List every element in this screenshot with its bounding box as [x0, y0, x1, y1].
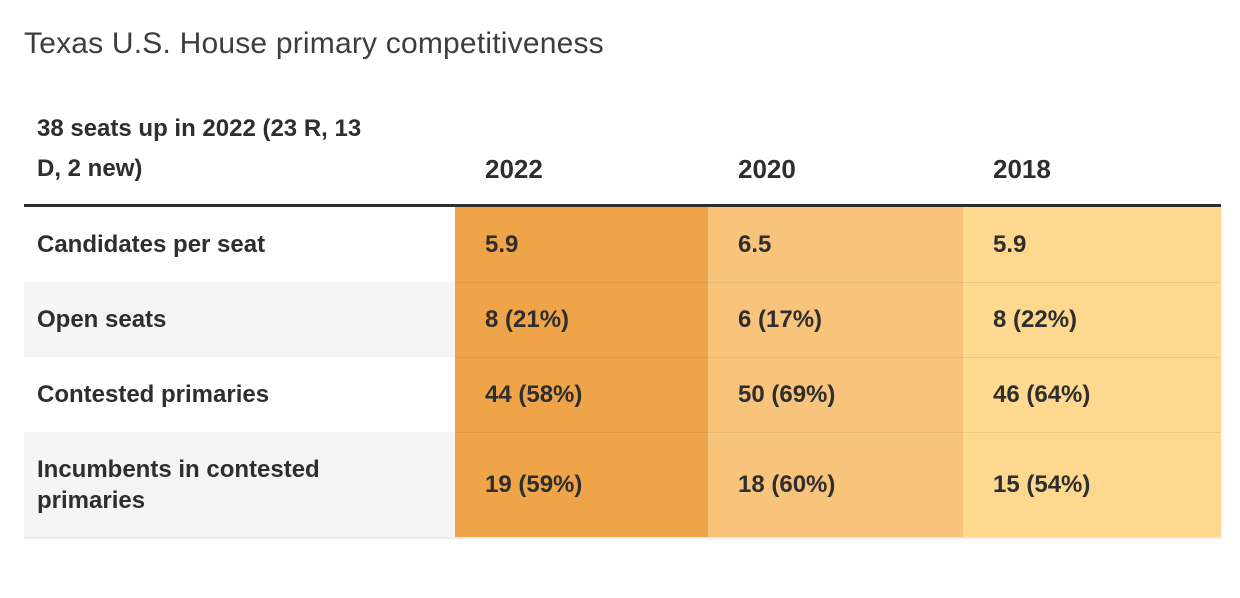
table-cell: 50 (69%) — [708, 357, 963, 432]
data-table: 38 seats up in 2022 (23 R, 13 D, 2 new) … — [24, 109, 1221, 539]
table-row-open-seats: Open seats 8 (21%) 6 (17%) 8 (22%) — [24, 282, 1221, 357]
table-header-row: 38 seats up in 2022 (23 R, 13 D, 2 new) … — [24, 109, 1221, 207]
table-cell: 19 (59%) — [455, 432, 708, 537]
table-cell: 46 (64%) — [963, 357, 1221, 432]
table-corner-label: 38 seats up in 2022 (23 R, 13 D, 2 new) — [37, 115, 362, 182]
chart-title: Texas U.S. House primary competitiveness — [24, 27, 604, 60]
table-cell: 5.9 — [963, 207, 1221, 282]
row-label: Candidates per seat — [37, 231, 266, 258]
table-cell: 5.9 — [455, 207, 708, 282]
row-label: Contested primaries — [37, 381, 270, 408]
table-row-contested-primaries: Contested primaries 44 (58%) 50 (69%) 46… — [24, 357, 1221, 432]
table-row-candidates-per-seat: Candidates per seat 5.9 6.5 5.9 — [24, 207, 1221, 282]
table-cell: 44 (58%) — [455, 357, 708, 432]
table-cell: 8 (21%) — [455, 282, 708, 357]
table-cell: 6.5 — [708, 207, 963, 282]
table-row-incumbents-in-contested-primaries: Incumbents in contested primaries 19 (59… — [24, 432, 1221, 537]
column-header-2020: 2020 — [738, 154, 796, 184]
table-cell: 6 (17%) — [708, 282, 963, 357]
row-label: Open seats — [37, 306, 167, 333]
column-header-2018: 2018 — [993, 154, 1051, 184]
row-label: Incumbents in contested primaries — [37, 455, 320, 514]
column-header-2022: 2022 — [485, 154, 543, 184]
table-cell: 8 (22%) — [963, 282, 1221, 357]
table-cell: 15 (54%) — [963, 432, 1221, 537]
table-cell: 18 (60%) — [708, 432, 963, 537]
